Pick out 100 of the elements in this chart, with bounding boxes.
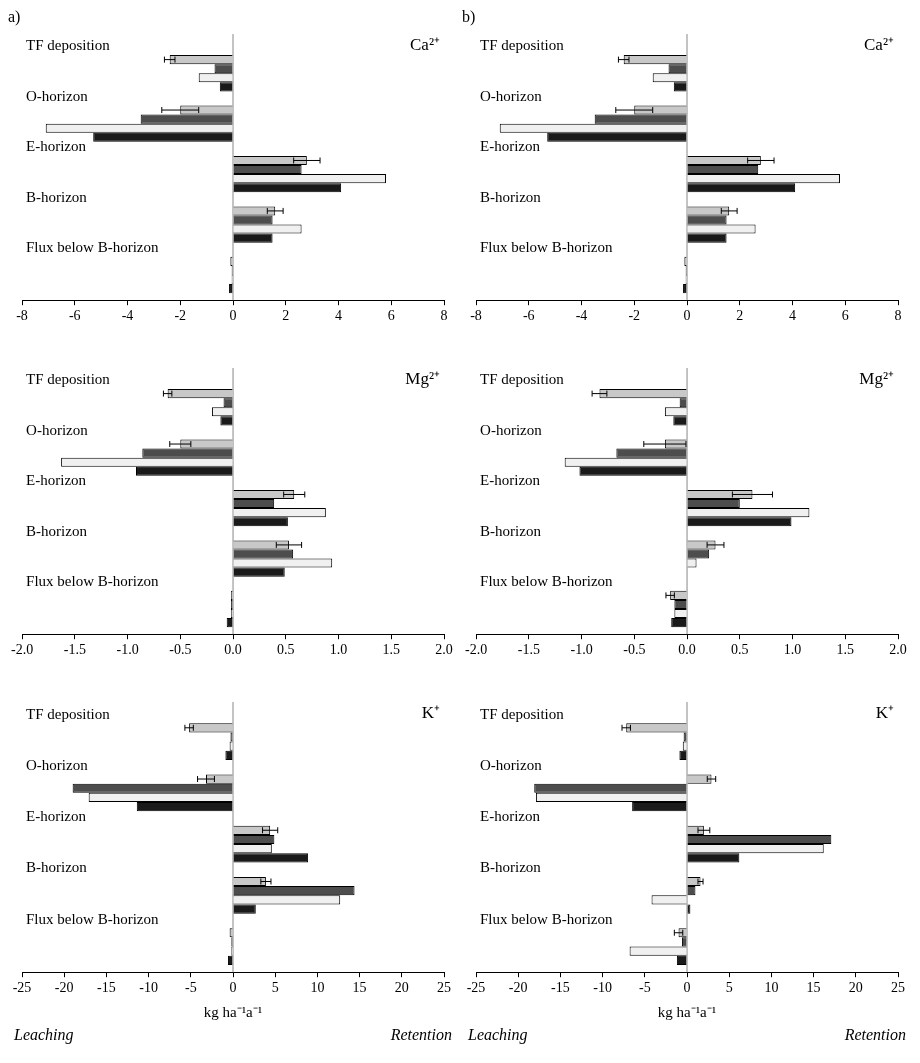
y-tick-label: E-horizon <box>26 808 87 825</box>
y-tick-label: B-horizon <box>480 859 542 876</box>
x-tick-label: 4 <box>335 308 342 324</box>
x-tick-label: 6 <box>841 308 849 324</box>
y-tick-label: TF deposition <box>26 371 111 388</box>
x-tick-label: 8 <box>440 308 448 324</box>
x-tick-label: 6 <box>387 308 395 324</box>
text: Retention <box>390 1026 452 1044</box>
y-tick-label: B-horizon <box>480 188 542 205</box>
x-tick-label: -2.0 <box>465 642 488 658</box>
x-tick-label: 0.0 <box>224 642 242 658</box>
x-tick-label: 1.5 <box>836 642 855 658</box>
y-tick-label: Flux below B-horizon <box>26 573 160 590</box>
x-tick-label: 2 <box>736 308 744 324</box>
y-tick-label: Flux below B-horizon <box>480 910 613 927</box>
y-tick-label: E-horizon <box>26 472 87 489</box>
chart-title: Mg²⁺ <box>405 369 440 389</box>
x-tick-label: -20 <box>54 980 74 996</box>
x-tick-label: 0 <box>229 308 237 324</box>
x-tick-label: 4 <box>789 308 796 324</box>
x-axis-title: kg ha⁻¹a⁻¹ <box>203 1003 263 1020</box>
y-tick-label: Flux below B-horizon <box>480 239 613 256</box>
x-tick-label: 20 <box>394 980 409 996</box>
text: Leaching <box>468 1026 528 1044</box>
x-tick-label: -20 <box>508 980 528 996</box>
x-tick-label: -10 <box>593 980 612 996</box>
x-tick-label: -15 <box>551 980 570 996</box>
y-tick-label: E-horizon <box>480 138 541 155</box>
x-tick-label: 1.0 <box>329 642 348 658</box>
x-tick-label: -0.5 <box>169 642 192 658</box>
x-tick-label: 8 <box>894 308 902 324</box>
x-tick-label: 5 <box>271 980 279 996</box>
x-tick-label: -1.5 <box>517 642 540 658</box>
x-tick-label: 0.5 <box>277 642 295 658</box>
x-tick-label: -1.0 <box>116 642 139 658</box>
y-tick-label: Flux below B-horizon <box>480 573 614 590</box>
x-tick-label: -8 <box>470 308 482 324</box>
x-tick-label: 5 <box>725 980 733 996</box>
x-tick-label: 0 <box>229 980 237 996</box>
x-tick-label: 2 <box>282 308 290 324</box>
x-tick-label: 25 <box>437 980 451 996</box>
x-tick-label: -1.0 <box>570 642 593 658</box>
chart-title: Ca²⁺ <box>410 35 440 55</box>
y-tick-label: O-horizon <box>26 87 89 104</box>
x-tick-label: 0.0 <box>678 642 696 658</box>
x-tick-label: 20 <box>848 980 863 996</box>
x-tick-label: 25 <box>891 980 905 996</box>
chart-title: Ca²⁺ <box>864 35 894 55</box>
x-tick-label: -2 <box>628 308 641 324</box>
x-tick-label: -10 <box>139 980 158 996</box>
x-tick-label: -4 <box>121 308 134 324</box>
y-tick-label: B-horizon <box>26 859 88 876</box>
x-tick-label: -0.5 <box>623 642 646 658</box>
x-tick-label: -2.0 <box>11 642 34 658</box>
x-tick-label: -1.5 <box>63 642 86 658</box>
y-tick-label: TF deposition <box>480 705 565 722</box>
chart-title: K⁺ <box>875 703 894 723</box>
chart-subtitle: b) <box>462 8 477 28</box>
y-tick-label: O-horizon <box>480 87 543 104</box>
y-tick-label: O-horizon <box>480 421 543 438</box>
x-tick-label: -25 <box>466 980 486 996</box>
y-tick-label: E-horizon <box>26 138 87 155</box>
y-tick-label: B-horizon <box>26 188 88 205</box>
y-tick-label: B-horizon <box>480 522 542 539</box>
x-tick-label: -4 <box>575 308 588 324</box>
x-axis-title: kg ha⁻¹a⁻¹ <box>657 1003 717 1020</box>
y-tick-label: O-horizon <box>26 756 89 773</box>
x-tick-label: 1.5 <box>382 642 401 658</box>
x-tick-label: -15 <box>97 980 116 996</box>
y-tick-label: Flux below B-horizon <box>26 239 159 256</box>
y-tick-label: E-horizon <box>480 808 541 825</box>
x-tick-label: 15 <box>352 980 367 996</box>
x-tick-label: 10 <box>764 980 779 996</box>
x-tick-label: 15 <box>806 980 821 996</box>
x-tick-label: -2 <box>174 308 187 324</box>
x-tick-label: -5 <box>184 980 197 996</box>
x-tick-label: -5 <box>638 980 651 996</box>
y-tick-label: O-horizon <box>480 756 543 773</box>
y-tick-label: TF deposition <box>26 705 111 722</box>
y-tick-label: TF deposition <box>480 371 565 388</box>
x-tick-label: -25 <box>12 980 32 996</box>
x-tick-label: 0 <box>683 980 691 996</box>
x-tick-label: -6 <box>522 308 535 324</box>
y-tick-label: B-horizon <box>26 522 88 539</box>
text: Retention <box>844 1026 906 1044</box>
y-tick-label: O-horizon <box>26 421 89 438</box>
y-tick-label: E-horizon <box>480 472 541 489</box>
y-tick-label: TF deposition <box>26 37 111 54</box>
x-tick-label: -6 <box>68 308 81 324</box>
x-tick-label: 10 <box>310 980 325 996</box>
y-tick-label: Flux below B-horizon <box>26 910 159 927</box>
chart-title: K⁺ <box>421 703 440 723</box>
chart-subtitle: a) <box>8 8 22 28</box>
x-tick-label: 2.0 <box>435 642 453 658</box>
x-tick-label: -8 <box>16 308 28 324</box>
text: Leaching <box>14 1026 74 1044</box>
x-tick-label: 0.5 <box>731 642 749 658</box>
x-tick-label: 2.0 <box>889 642 907 658</box>
chart-title: Mg²⁺ <box>859 369 894 389</box>
x-tick-label: 0 <box>683 308 691 324</box>
